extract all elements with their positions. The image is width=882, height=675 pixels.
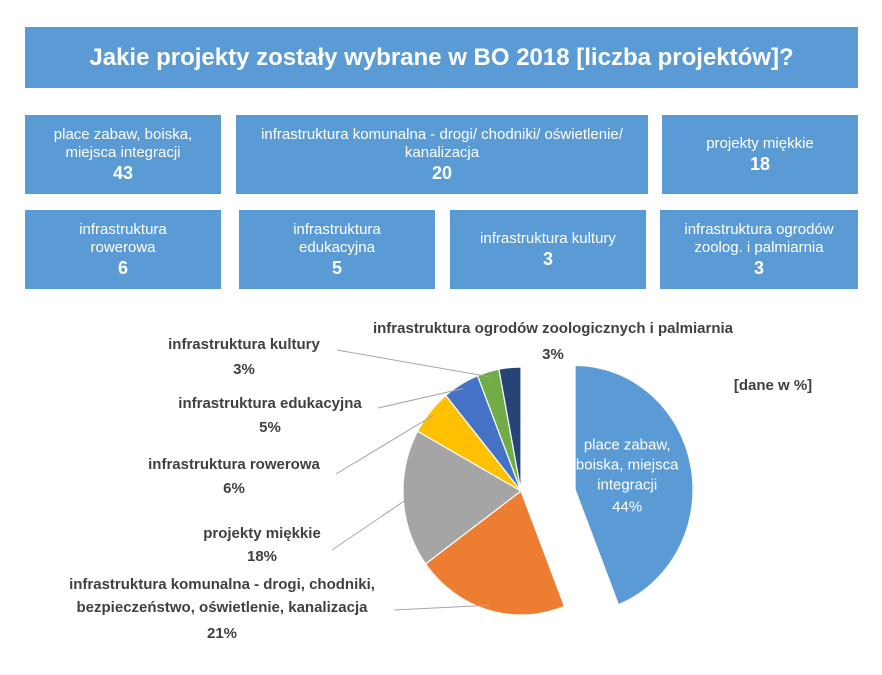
count-box-value: 43 [112,162,134,183]
count-box-infrastruktura-kultury: infrastruktura kultury 3 [450,210,646,289]
slice-percent-label: 3% [233,361,255,378]
count-box-value: 3 [542,248,553,269]
count-box-value: 6 [117,257,128,278]
count-box-infrastruktura-ogrodow: infrastruktura ogrodów zoolog. i palmiar… [660,210,858,289]
pie-slice [498,366,522,492]
count-box-value: 5 [331,257,342,278]
count-box-label: infrastruktura komunalna - drogi/ chodni… [261,125,623,161]
pie-slice [402,430,523,565]
slice-percent-label: 5% [259,419,281,436]
count-box-infrastruktura-edukacyjna: infrastruktura edukacyjna 5 [239,210,435,289]
unit-note: [dane w %] [734,377,812,394]
slice-name-label: infrastruktura rowerowa [148,456,320,473]
count-box-value: 20 [431,162,453,183]
slice-percent-label: 3% [542,346,564,363]
slice-name-label: infrastruktura ogrodów zoologicznych i p… [373,320,734,337]
slice-name-label: infrastruktura komunalna - drogi, chodni… [69,576,375,616]
pie-slice [424,490,566,616]
count-box-projekty-miekkie: projekty miękkie 18 [662,115,858,194]
leader-line [335,414,434,475]
leader-line [331,498,409,551]
count-box-label: infrastruktura kultury [480,229,616,247]
slice-label: place zabaw, boiska, miejsca integracji 44% [576,436,679,515]
count-box-label: projekty miękkie [706,134,814,152]
count-box-infrastruktura-rowerowa: infrastruktura rowerowa 6 [25,210,221,289]
slice-percent-label: 21% [207,625,237,642]
slice-percent-label: 18% [247,548,277,565]
chart-title: Jakie projekty zostały wybrane w BO 2018… [25,27,858,88]
count-box-label: infrastruktura ogrodów zoolog. i palmiar… [684,220,834,256]
count-box-infrastruktura-komunalna: infrastruktura komunalna - drogi/ chodni… [236,115,648,194]
count-box-label: place zabaw, boiska, miejsca integracji [53,125,193,161]
count-box-value: 18 [749,153,771,174]
count-box-label: infrastruktura rowerowa [79,220,167,256]
count-box-place-zabaw: place zabaw, boiska, miejsca integracji … [25,115,221,194]
slice-name-label: infrastruktura edukacyjna [178,395,362,412]
pie-slice [574,364,694,606]
leader-line [393,604,490,611]
slice-percent-label: 6% [223,480,245,497]
leader-line [377,388,464,409]
leader-line [336,349,490,378]
count-box-label: infrastruktura edukacyjna [293,220,381,256]
slice-name-label: infrastruktura kultury [168,336,320,353]
count-box-value: 3 [753,257,764,278]
slice-name-label: projekty miękkie [203,525,321,542]
